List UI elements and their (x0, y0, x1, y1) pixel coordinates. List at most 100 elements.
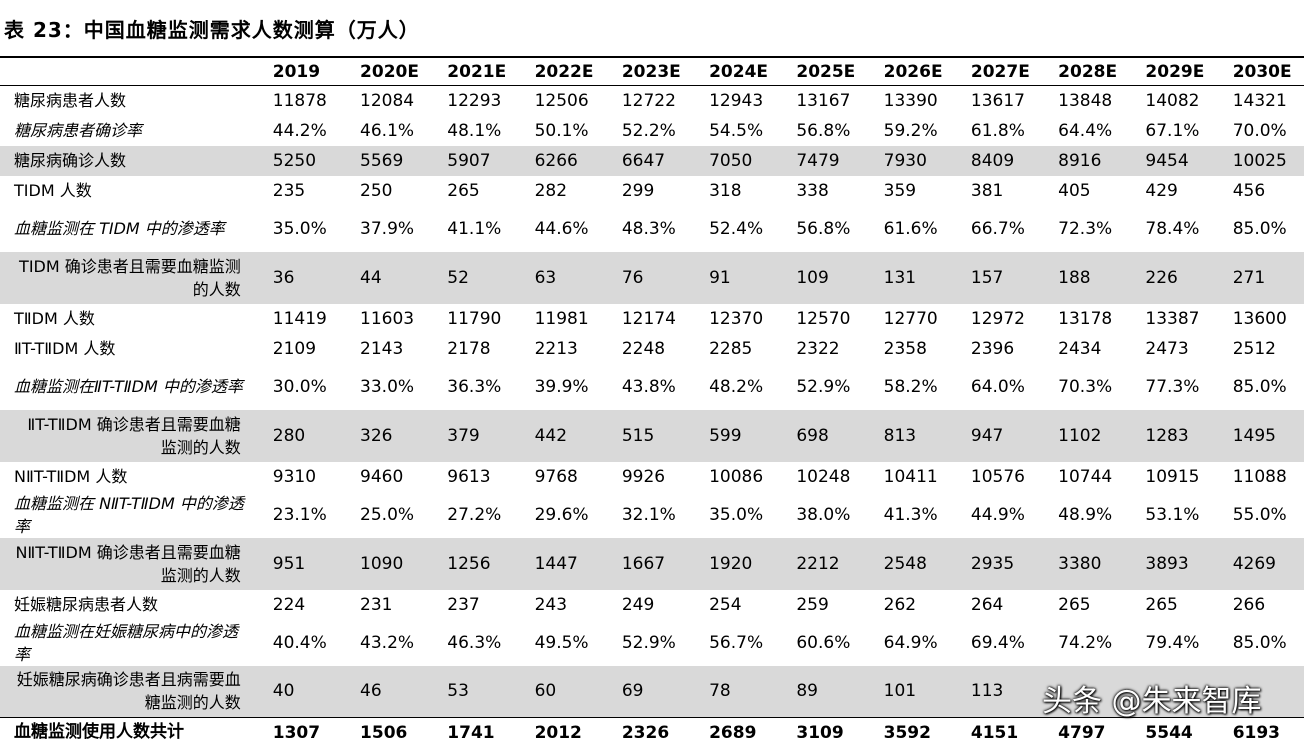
table-cell: 36 (250, 251, 339, 304)
table-cell: 12722 (621, 90, 676, 111)
table-cell: 63 (512, 251, 600, 304)
table-cell: 3380 (1036, 537, 1124, 590)
table-cell: 254 (709, 594, 742, 615)
table-cell: 7050 (687, 145, 775, 176)
table-row: TⅠDM 人数 235 250 265 282 299 318 338 359 381 405 429… (0, 176, 1304, 206)
table-cell: 12084 (360, 90, 415, 111)
table-cell: 49.5% (534, 632, 589, 653)
table-cell: 157 (948, 251, 1037, 304)
table-cell: 4797 (1036, 717, 1124, 748)
table-cell: 381 (970, 180, 1004, 201)
table-cell: 11790 (447, 308, 502, 329)
table-cell: 29.6% (534, 504, 589, 525)
table-cell: 39.9% (534, 376, 589, 397)
table-cell: 456 (1232, 180, 1266, 201)
table-cell: 12570 (796, 308, 851, 329)
table-cell: 271 (1210, 251, 1304, 304)
table-cell: 11981 (534, 308, 589, 329)
table-cell: 224 (272, 594, 306, 615)
table-cell: 12293 (447, 90, 502, 111)
row-label: 血糖监测在妊娠糖尿病中的渗透率 (14, 621, 239, 664)
table-cell: 249 (621, 594, 655, 615)
watermark: 头条 @朱来智库 (1042, 684, 1262, 719)
table-cell (1123, 665, 1211, 718)
table-cell: 429 (1145, 180, 1178, 201)
table-cell: 1741 (425, 717, 513, 748)
table-cell: 35.0% (709, 504, 764, 525)
table-row: 妊娠糖尿病确诊患者且病需要血糖监测的人数 40 46 53 60 69 78 89 101 113 (0, 665, 1304, 718)
table-cell: 4151 (948, 717, 1037, 748)
table-cell: 66.7% (970, 218, 1025, 239)
table-row: TⅡDM 人数 11419 11603 11790 11981 12174 12370 125… (0, 304, 1304, 334)
table-cell: 48.9% (1058, 504, 1113, 525)
table-cell: 48.3% (621, 218, 676, 239)
table-cell: 85.0% (1232, 632, 1287, 653)
table-cell: 11419 (272, 308, 327, 329)
table-row: 血糖监测在ⅡT-TⅡDM 中的渗透率 30.0% 33.0% 36.3% 39.9% 43… (0, 364, 1304, 410)
table-cell: 2178 (447, 338, 491, 359)
table-cell: 813 (861, 409, 949, 462)
column-header: 2020E (338, 58, 426, 86)
table-cell: 101 (861, 665, 949, 718)
table-cell: 52.2% (621, 120, 676, 141)
table-cell: 33.0% (360, 376, 415, 397)
table-row: NⅡT-TⅡDM 人数 9310 9460 9613 9768 9926 10086 1024… (0, 462, 1304, 492)
table-cell: 282 (534, 180, 568, 201)
table-row: 妊娠糖尿病患者人数 224 231 237 243 249 254 259 262 264 265 2… (0, 590, 1304, 620)
table-cell: 1506 (338, 717, 426, 748)
table-cell: 131 (861, 251, 949, 304)
table-cell: 60.6% (796, 632, 851, 653)
table-cell: 5250 (250, 145, 339, 176)
table-cell (1210, 665, 1304, 718)
table-cell: 1447 (512, 537, 600, 590)
table-cell: 2935 (948, 537, 1037, 590)
table-cell: 13600 (1232, 308, 1287, 329)
table-cell: 3893 (1123, 537, 1211, 590)
row-label: 血糖监测在ⅡT-TⅡDM 中的渗透率 (14, 377, 243, 396)
table-cell: 299 (621, 180, 655, 201)
table-cell: 10915 (1145, 466, 1200, 487)
table-cell: 6266 (512, 145, 600, 176)
table-cell: 64.9% (883, 632, 938, 653)
table-cell: 64.0% (970, 376, 1025, 397)
demand-estimate-table: 2019 2020E 2021E 2022E 2023E 2024E 2025E… (0, 58, 1304, 748)
table-cell: 7930 (861, 145, 949, 176)
table-cell: 235 (272, 180, 306, 201)
table-cell: 4269 (1210, 537, 1304, 590)
table-cell: 52.4% (709, 218, 764, 239)
table-cell: 44.9% (970, 504, 1025, 525)
table-cell: 2434 (1058, 338, 1102, 359)
table-row: ⅡT-TⅡDM 确诊患者且需要血糖监测的人数 280 326 379 442 515 599… (0, 409, 1304, 462)
title-bar: 表 23：中国血糖监测需求人数测算（万人） (0, 0, 1304, 58)
table-cell: 2248 (621, 338, 666, 359)
table-cell: 2213 (534, 338, 578, 359)
table-cell: 3592 (861, 717, 949, 748)
table-row: ⅡT-TⅡDM 人数 2109 2143 2178 2213 2248 2285 2322 23… (0, 334, 1304, 364)
table-cell: 72.3% (1058, 218, 1113, 239)
row-label: 糖尿病确诊人数 (0, 145, 251, 176)
table-cell: 12770 (883, 308, 938, 329)
row-label: 糖尿病患者确诊率 (14, 121, 143, 140)
table-cell: 1920 (687, 537, 775, 590)
table-row: 糖尿病患者人数 11878 12084 12293 12506 12722 12943 131… (0, 86, 1304, 116)
table-row: 血糖监测在妊娠糖尿病中的渗透率 40.4% 43.2% 46.3% 49.5% 52.9%… (0, 620, 1304, 666)
table-cell: 9926 (621, 466, 666, 487)
table-cell: 338 (796, 180, 829, 201)
column-header: 2025E (774, 58, 862, 86)
column-header: 2029E (1123, 58, 1211, 86)
table-cell: 1090 (338, 537, 426, 590)
table-cell: 10025 (1210, 145, 1304, 176)
table-cell: 13617 (970, 90, 1025, 111)
column-header: 2024E (687, 58, 775, 86)
table-cell: 60 (512, 665, 600, 718)
table-cell: 951 (250, 537, 339, 590)
table-cell: 10248 (796, 466, 851, 487)
table-cell: 56.8% (796, 120, 851, 141)
table-cell: 46.3% (447, 632, 502, 653)
table-cell: 11088 (1232, 466, 1287, 487)
table-cell: 48.2% (709, 376, 764, 397)
table-cell: 2548 (861, 537, 949, 590)
table-title: 表 23：中国血糖监测需求人数测算（万人） (4, 18, 420, 42)
row-label: TⅠDM 确诊患者且需要血糖监测的人数 (0, 251, 251, 304)
table-cell: 38.0% (796, 504, 851, 525)
